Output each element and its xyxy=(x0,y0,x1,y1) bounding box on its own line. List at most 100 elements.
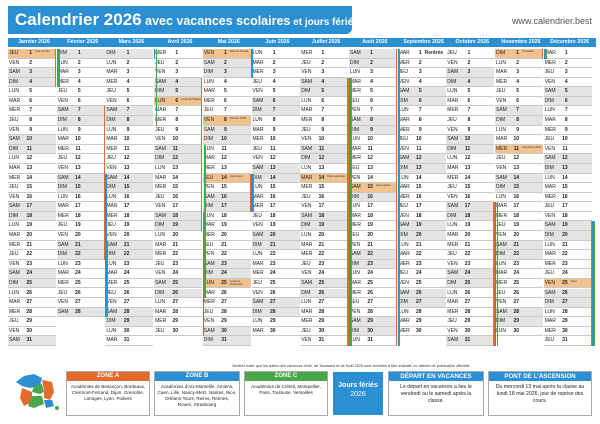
day-cell[interactable]: JEU 23 xyxy=(154,260,203,270)
day-cell[interactable]: VEN 27 xyxy=(495,298,543,308)
day-cell[interactable]: MER 14 xyxy=(8,174,56,184)
day-cell[interactable]: LUN 7 xyxy=(543,106,592,117)
day-cell[interactable]: VEN 24 xyxy=(154,269,203,279)
day-cell[interactable]: LUN 7 xyxy=(397,106,446,117)
day-cell[interactable]: SAM 11 xyxy=(154,144,203,155)
day-cell[interactable]: MER 1 xyxy=(154,49,203,59)
day-cell[interactable]: MAR 13 xyxy=(8,164,56,174)
day-cell[interactable]: MAR 31 xyxy=(105,336,154,346)
day-cell[interactable]: JEU 23 xyxy=(300,260,349,270)
day-cell[interactable]: DIM 27 xyxy=(397,298,446,308)
day-cell[interactable]: LUN 14 xyxy=(397,174,446,184)
day-cell[interactable]: DIM 9 xyxy=(348,125,397,136)
day-cell[interactable]: VEN 19 xyxy=(251,221,300,232)
day-cell[interactable]: MER 30 xyxy=(397,327,446,337)
day-cell[interactable]: DIM 20 xyxy=(397,231,446,241)
day-cell[interactable]: MER 12 xyxy=(348,154,397,164)
day-cell[interactable]: VEN 10 xyxy=(300,135,349,145)
day-cell[interactable]: LUN 16 xyxy=(495,193,543,203)
day-cell[interactable]: MAR 15 xyxy=(543,183,592,193)
day-cell[interactable]: JEU 22 xyxy=(8,250,56,260)
day-cell[interactable]: MAR 1 xyxy=(543,49,592,59)
day-cell[interactable]: LUN 19 xyxy=(446,221,495,232)
jours-feries-box[interactable]: Jours fériés 2026 xyxy=(333,372,383,415)
day-cell[interactable]: MER 22 xyxy=(154,250,203,260)
day-cell[interactable]: MER 15 xyxy=(154,183,203,193)
day-cell[interactable]: SAM 14 xyxy=(495,173,543,184)
day-cell[interactable]: SAM 11 xyxy=(300,144,349,155)
day-cell[interactable]: MER 19 xyxy=(348,221,397,232)
day-cell[interactable]: VEN 6 xyxy=(105,97,154,107)
day-cell[interactable]: JEU 15 xyxy=(446,183,495,193)
day-cell[interactable]: MER 10 xyxy=(251,135,300,145)
day-cell[interactable]: LUN 14 xyxy=(543,174,592,184)
day-cell[interactable]: VEN 2 xyxy=(446,59,495,69)
day-cell[interactable]: LUN 15 xyxy=(251,183,300,193)
day-cell[interactable]: JEU 26 xyxy=(105,289,154,299)
day-cell[interactable]: DIM 1 xyxy=(56,49,105,59)
day-cell[interactable]: VEN 25 xyxy=(397,279,446,289)
day-cell[interactable]: MER 18 xyxy=(105,212,154,222)
day-cell[interactable]: VEN 1 Fête du Travail xyxy=(202,49,251,59)
day-cell[interactable]: LUN 10 xyxy=(348,135,397,145)
day-cell[interactable]: SAM 17 xyxy=(8,202,56,212)
day-cell[interactable]: SAM 6 xyxy=(251,96,300,107)
day-cell[interactable]: DIM 29 xyxy=(105,317,154,327)
day-cell[interactable]: LUN 26 xyxy=(446,289,495,299)
day-cell[interactable]: MER 9 xyxy=(397,126,446,136)
day-cell[interactable]: MER 21 xyxy=(8,241,56,251)
day-cell[interactable]: VEN 18 xyxy=(397,212,446,222)
day-cell[interactable]: DIM 15 xyxy=(105,183,154,193)
day-cell[interactable]: MAR 23 xyxy=(251,260,300,270)
day-cell[interactable]: VEN 30 xyxy=(446,327,495,337)
day-cell[interactable]: VEN 6 xyxy=(56,97,105,107)
day-cell[interactable]: LUN 23 xyxy=(105,260,154,270)
day-cell[interactable]: DIM 18 xyxy=(8,211,56,222)
day-cell[interactable]: MER 8 xyxy=(154,116,203,126)
day-cell[interactable]: JEU 17 xyxy=(397,202,446,212)
day-cell[interactable]: DIM 8 xyxy=(495,116,543,126)
day-cell[interactable]: DIM 10 xyxy=(202,135,251,145)
day-cell[interactable]: SAM 15 Assomption xyxy=(348,183,397,193)
day-cell[interactable]: LUN 13 xyxy=(154,164,203,174)
day-cell[interactable]: JEU 12 xyxy=(495,154,543,164)
day-cell[interactable]: JEU 19 xyxy=(495,221,543,232)
day-cell[interactable]: JEU 5 xyxy=(56,87,105,97)
day-cell[interactable]: DIM 25 xyxy=(8,278,56,289)
day-cell[interactable]: JEU 16 xyxy=(154,193,203,203)
day-cell[interactable]: MAR 1 Rentrée xyxy=(397,49,446,59)
day-cell[interactable]: LUN 31 xyxy=(348,336,397,346)
day-cell[interactable]: SAM 30 xyxy=(202,326,251,337)
day-cell[interactable]: JEU 9 xyxy=(154,126,203,136)
day-cell[interactable]: MAR 16 xyxy=(251,193,300,203)
day-cell[interactable]: VEN 2 xyxy=(8,59,56,69)
day-cell[interactable]: DIM 3 xyxy=(202,68,251,78)
day-cell[interactable]: MER 21 xyxy=(446,241,495,251)
day-cell[interactable]: VEN 13 xyxy=(495,164,543,174)
day-cell[interactable]: VEN 17 xyxy=(154,202,203,212)
day-cell[interactable]: MER 20 xyxy=(202,231,251,241)
day-cell[interactable]: LUN 9 xyxy=(105,126,154,136)
day-cell[interactable]: SAM 8 xyxy=(348,116,397,126)
day-cell[interactable]: SAM 5 xyxy=(543,87,592,97)
day-cell[interactable]: MAR 3 xyxy=(495,68,543,78)
day-cell[interactable]: VEN 5 xyxy=(251,87,300,97)
day-cell[interactable]: LUN 20 xyxy=(300,231,349,241)
day-cell[interactable]: LUN 23 xyxy=(56,260,105,270)
day-cell[interactable]: DIM 2 xyxy=(348,58,397,69)
day-cell[interactable]: VEN 6 xyxy=(495,97,543,107)
day-cell[interactable]: LUN 23 xyxy=(495,260,543,270)
day-cell[interactable]: LUN 3 xyxy=(348,68,397,78)
day-cell[interactable]: DIM 22 xyxy=(495,250,543,260)
day-cell[interactable]: LUN 18 xyxy=(202,212,251,222)
day-cell[interactable]: SAM 9 xyxy=(202,125,251,136)
day-cell[interactable]: VEN 10 xyxy=(154,135,203,145)
day-cell[interactable]: MAR 8 xyxy=(397,116,446,126)
day-cell[interactable]: JEU 8 xyxy=(446,116,495,126)
day-cell[interactable]: MER 1 xyxy=(300,49,349,59)
day-cell[interactable]: DIM 6 xyxy=(397,96,446,107)
day-cell[interactable]: MAR 2 xyxy=(251,59,300,69)
day-cell[interactable]: SAM 7 xyxy=(105,106,154,117)
day-cell[interactable]: DIM 17 xyxy=(202,202,251,212)
day-cell[interactable]: MAR 17 xyxy=(495,202,543,212)
